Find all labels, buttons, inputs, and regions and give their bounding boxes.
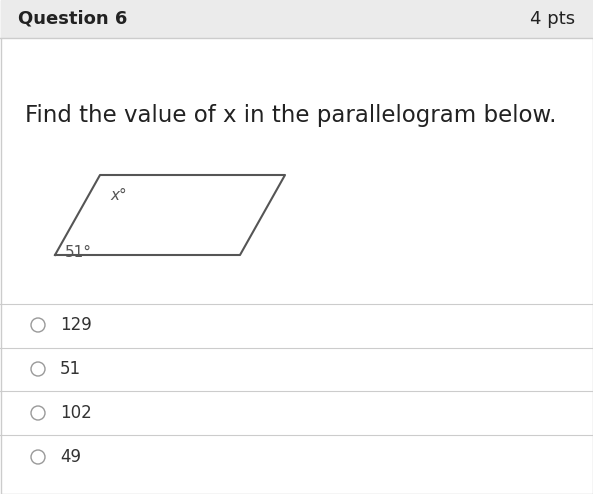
Circle shape — [31, 362, 45, 376]
Circle shape — [31, 318, 45, 332]
Text: 129: 129 — [60, 316, 92, 334]
Text: 51: 51 — [60, 360, 81, 378]
Text: x°: x° — [110, 188, 127, 203]
Text: Find the value of x in the parallelogram below.: Find the value of x in the parallelogram… — [25, 104, 556, 126]
Text: 102: 102 — [60, 404, 92, 422]
Text: 51°: 51° — [65, 245, 92, 260]
Circle shape — [31, 450, 45, 464]
Text: 49: 49 — [60, 448, 81, 466]
Text: 4 pts: 4 pts — [530, 10, 575, 28]
Text: Question 6: Question 6 — [18, 10, 127, 28]
Bar — [1, 0, 592, 39]
Circle shape — [31, 406, 45, 420]
